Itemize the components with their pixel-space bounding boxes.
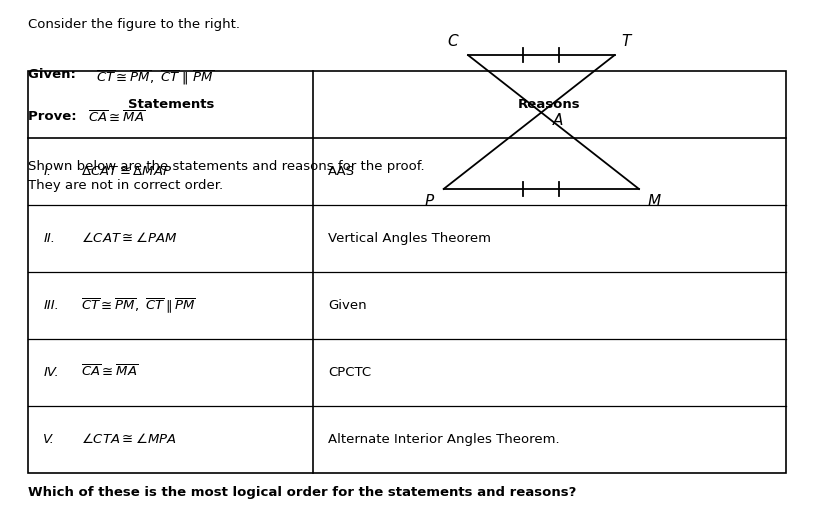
- Text: Shown below are the statements and reasons for the proof.: Shown below are the statements and reaso…: [28, 160, 425, 173]
- Bar: [28, 71, 786, 472]
- Text: IV.: IV.: [43, 365, 59, 379]
- Text: $A$: $A$: [552, 112, 564, 128]
- Text: Given: Given: [328, 299, 366, 312]
- Text: AAS: AAS: [328, 165, 355, 178]
- Text: $\overline{CA} \cong \overline{MA}$: $\overline{CA} \cong \overline{MA}$: [81, 364, 138, 380]
- Text: $\angle CAT \cong \angle PAM$: $\angle CAT \cong \angle PAM$: [81, 231, 178, 245]
- Text: III.: III.: [43, 299, 59, 312]
- Text: V.: V.: [43, 433, 55, 446]
- Text: Vertical Angles Theorem: Vertical Angles Theorem: [328, 232, 491, 245]
- Text: They are not in correct order.: They are not in correct order.: [28, 178, 224, 192]
- Text: $\Delta CAT \cong \Delta MAP$: $\Delta CAT \cong \Delta MAP$: [81, 165, 173, 178]
- Text: Consider the figure to the right.: Consider the figure to the right.: [28, 18, 240, 31]
- Text: Reasons: Reasons: [519, 98, 580, 111]
- Text: $\overline{CT} \cong \overline{PM},\ \overline{CT}\ \|\ \overline{PM}$: $\overline{CT} \cong \overline{PM},\ \ov…: [96, 68, 214, 87]
- Text: Which of these is the most logical order for the statements and reasons?: Which of these is the most logical order…: [28, 486, 577, 499]
- Text: $T$: $T$: [621, 33, 633, 49]
- Text: $C$: $C$: [448, 33, 460, 49]
- Text: Alternate Interior Angles Theorem.: Alternate Interior Angles Theorem.: [328, 433, 560, 446]
- Text: II.: II.: [43, 232, 55, 245]
- Text: $P$: $P$: [424, 193, 435, 209]
- Text: $\angle CTA \cong \angle MPA$: $\angle CTA \cong \angle MPA$: [81, 432, 177, 446]
- Text: $\overline{CA} \cong \overline{MA}$: $\overline{CA} \cong \overline{MA}$: [88, 110, 145, 125]
- Text: I.: I.: [43, 165, 51, 178]
- Text: $\overline{CT} \cong \overline{PM},\ \overline{CT} \parallel \overline{PM}$: $\overline{CT} \cong \overline{PM},\ \ov…: [81, 296, 196, 314]
- Text: Given:: Given:: [28, 68, 81, 81]
- Text: Prove:: Prove:: [28, 110, 81, 123]
- Text: CPCTC: CPCTC: [328, 365, 371, 379]
- Text: $M$: $M$: [647, 193, 662, 209]
- Text: Statements: Statements: [128, 98, 214, 111]
